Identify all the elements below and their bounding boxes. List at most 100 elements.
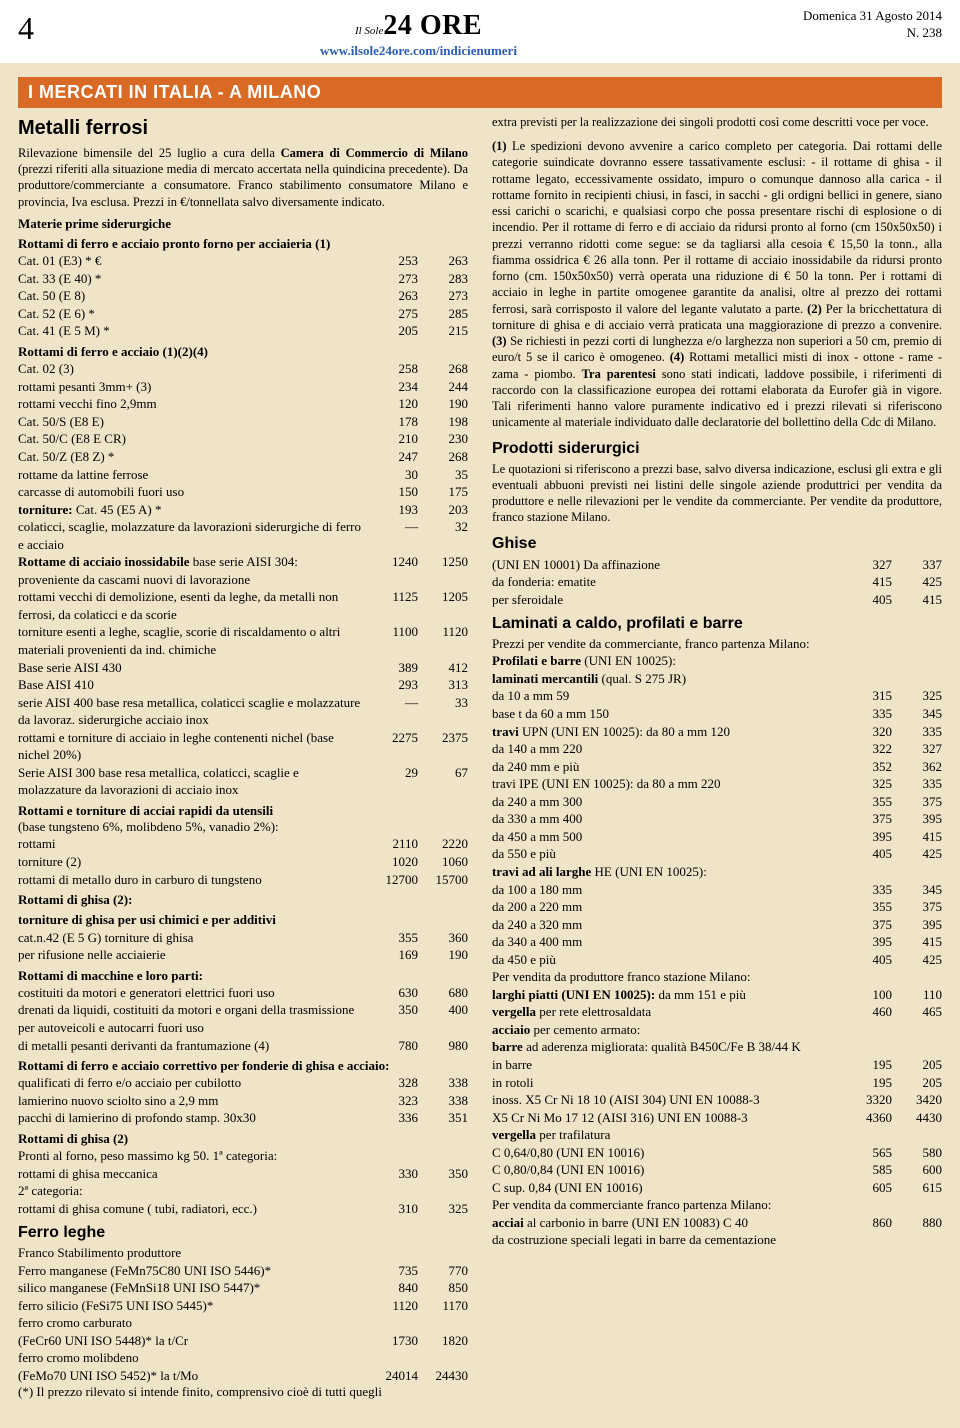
- table-row: larghi piatti (UNI EN 10025): da mm 151 …: [492, 986, 942, 1004]
- left-column: Metalli ferrosi Rilevazione bimensile de…: [18, 114, 468, 1401]
- table-row: da 340 a 400 mm395415: [492, 933, 942, 951]
- table-row: da 550 e più405425: [492, 845, 942, 863]
- ghise-title: Ghise: [492, 534, 942, 554]
- table-row: 2ª categoria:: [18, 1182, 468, 1200]
- table-row: (FeCr60 UNI ISO 5448)* la t/Cr17301820: [18, 1332, 468, 1350]
- group-heading: Rottami di ferro e acciaio (1)(2)(4): [18, 344, 468, 360]
- table-row: da 240 a mm 300355375: [492, 793, 942, 811]
- date: Domenica 31 Agosto 2014: [803, 8, 942, 25]
- table-row: rottami21102220: [18, 835, 468, 853]
- page-header: 4 Il Sole24 ORE www.ilsole24ore.com/indi…: [0, 0, 960, 63]
- logo: Il Sole24 ORE: [34, 8, 803, 43]
- table-row: per rifusione nelle acciaierie169190: [18, 946, 468, 964]
- table-row: serie AISI 400 base resa metallica, cola…: [18, 694, 468, 729]
- table-row: ferro silicio (FeSi75 UNI ISO 5445)*1120…: [18, 1297, 468, 1315]
- table-row: Cat. 50/C (E8 E CR)210230: [18, 430, 468, 448]
- table-row: inoss. X5 Cr Ni 18 10 (AISI 304) UNI EN …: [492, 1091, 942, 1109]
- table-row: colaticci, scaglie, molazzature da lavor…: [18, 518, 468, 553]
- table-row: Base serie AISI 430389412: [18, 659, 468, 677]
- table-row: (UNI EN 10001) Da affinazione327337: [492, 556, 942, 574]
- table-row: vergella per trafilatura: [492, 1126, 942, 1144]
- logo-small: Il Sole: [355, 25, 383, 37]
- table-row: Rottame di acciaio inossidabile base ser…: [18, 553, 468, 588]
- table-row: Per vendita da produttore franco stazion…: [492, 968, 942, 986]
- table-row: Cat. 41 (E 5 M) *205215: [18, 322, 468, 340]
- group-heading: Rottami di ferro e acciaio correttivo pe…: [18, 1058, 468, 1074]
- group-heading: Rottami di ghisa (2):: [18, 892, 468, 908]
- group-heading: Rottami di ghisa (2): [18, 1131, 468, 1147]
- group-heading: Materie prime siderurgiche: [18, 216, 468, 232]
- table-row: torniture: Cat. 45 (E5 A) *193203: [18, 501, 468, 519]
- table-row: Serie AISI 300 base resa metallica, cola…: [18, 764, 468, 799]
- table-row: da 450 a mm 500395415: [492, 828, 942, 846]
- table-row: qualificati di ferro e/o acciaio per cub…: [18, 1074, 468, 1092]
- issue: N. 238: [803, 25, 942, 42]
- table-row: ferro cromo molibdeno: [18, 1349, 468, 1367]
- table-row: per sferoidale405415: [492, 591, 942, 609]
- table-row: travi ad ali larghe HE (UNI EN 10025):: [492, 863, 942, 881]
- site-url: www.ilsole24ore.com/indicienumeri: [34, 43, 803, 59]
- table-row: Cat. 02 (3)258268: [18, 360, 468, 378]
- table-row: C 0,80/0,84 (UNI EN 10016)585600: [492, 1161, 942, 1179]
- table-row: C 0,64/0,80 (UNI EN 10016)565580: [492, 1144, 942, 1162]
- laminati-rows: Profilati e barre (UNI EN 10025):laminat…: [492, 652, 942, 1249]
- table-row: rottami vecchi fino 2,9mm120190: [18, 395, 468, 413]
- table-row: laminati mercantili (qual. S 275 JR): [492, 670, 942, 688]
- table-row: di metalli pesanti derivanti da frantuma…: [18, 1037, 468, 1055]
- table-row: da costruzione speciali legati in barre …: [492, 1231, 942, 1249]
- ferro-sub: Franco Stabilimento produttore: [18, 1245, 468, 1261]
- group-heading: Rottami di ferro e acciaio pronto forno …: [18, 236, 468, 252]
- table-row: in barre195205: [492, 1056, 942, 1074]
- group-heading: Rottami di macchine e loro parti:: [18, 968, 468, 984]
- page-number: 4: [18, 8, 34, 48]
- table-row: rottami vecchi di demolizione, esenti da…: [18, 588, 468, 623]
- table-row: Cat. 52 (E 6) *275285: [18, 305, 468, 323]
- table-row: barre ad aderenza migliorata: qualità B4…: [492, 1038, 942, 1056]
- group-heading: Rottami e torniture di acciai rapidi da …: [18, 803, 468, 819]
- cont-text: extra previsti per la realizzazione dei …: [492, 114, 942, 130]
- table-row: da 240 mm e più352362: [492, 758, 942, 776]
- table-row: C sup. 0,84 (UNI EN 10016)605615: [492, 1179, 942, 1197]
- table-row: drenati da liquidi, costituiti da motori…: [18, 1001, 468, 1036]
- note1: (1) Le spedizioni devono avvenire a cari…: [492, 138, 942, 431]
- table-row: acciaio per cemento armato:: [492, 1021, 942, 1039]
- table-row: costituiti da motori e generatori elettr…: [18, 984, 468, 1002]
- logo-big: 24 ORE: [383, 10, 482, 41]
- ferro-rows: Ferro manganese (FeMn75C80 UNI ISO 5446)…: [18, 1262, 468, 1385]
- table-row: Cat. 50 (E 8)263273: [18, 287, 468, 305]
- table-row: ferro cromo carburato: [18, 1314, 468, 1332]
- masthead: Il Sole24 ORE www.ilsole24ore.com/indici…: [34, 8, 803, 59]
- table-row: rottami di ghisa meccanica330350: [18, 1165, 468, 1183]
- table-row: Profilati e barre (UNI EN 10025):: [492, 652, 942, 670]
- table-row: rottami e torniture di acciaio in leghe …: [18, 729, 468, 764]
- table-row: da 330 a mm 400375395: [492, 810, 942, 828]
- table-row: pacchi di lamierino di profondo stamp. 3…: [18, 1109, 468, 1127]
- table-row: Cat. 50/Z (E8 Z) *247268: [18, 448, 468, 466]
- group-subheading: (base tungsteno 6%, molibdeno 5%, vanadi…: [18, 819, 468, 835]
- table-row: da 10 a mm 59315325: [492, 687, 942, 705]
- ghise-rows: (UNI EN 10001) Da affinazione327337da fo…: [492, 556, 942, 609]
- table-row: travi IPE (UNI EN 10025): da 80 a mm 220…: [492, 775, 942, 793]
- metalli-title: Metalli ferrosi: [18, 116, 468, 141]
- laminati-title: Laminati a caldo, profilati e barre: [492, 614, 942, 634]
- table-row: base t da 60 a mm 150335345: [492, 705, 942, 723]
- table-row: rottami pesanti 3mm+ (3)234244: [18, 378, 468, 396]
- prodotti-title: Prodotti siderurgici: [492, 439, 942, 459]
- table-row: X5 Cr Ni Mo 17 12 (AISI 316) UNI EN 1008…: [492, 1109, 942, 1127]
- table-row: Per vendita da commerciante franco parte…: [492, 1196, 942, 1214]
- table-row: Pronti al forno, peso massimo kg 50. 1ª …: [18, 1147, 468, 1165]
- table-row: torniture (2)10201060: [18, 853, 468, 871]
- table-row: Ferro manganese (FeMn75C80 UNI ISO 5446)…: [18, 1262, 468, 1280]
- intro: Rilevazione bimensile del 25 luglio a cu…: [18, 145, 468, 210]
- table-row: silico manganese (FeMnSi18 UNI ISO 5447)…: [18, 1279, 468, 1297]
- table-row: da 100 a 180 mm335345: [492, 881, 942, 899]
- table-row: (FeMo70 UNI ISO 5452)* la t/Mo2401424430: [18, 1367, 468, 1385]
- table-row: torniture esenti a leghe, scaglie, scori…: [18, 623, 468, 658]
- columns: Metalli ferrosi Rilevazione bimensile de…: [18, 114, 942, 1401]
- table-row: in rotoli195205: [492, 1074, 942, 1092]
- table-row: rottami di metallo duro in carburo di tu…: [18, 871, 468, 889]
- group-heading: torniture di ghisa per usi chimici e per…: [18, 912, 468, 928]
- table-row: Cat. 33 (E 40) *273283: [18, 270, 468, 288]
- ferro-note: (*) Il prezzo rilevato si intende finito…: [18, 1384, 468, 1400]
- table-row: rottame da lattine ferrose3035: [18, 466, 468, 484]
